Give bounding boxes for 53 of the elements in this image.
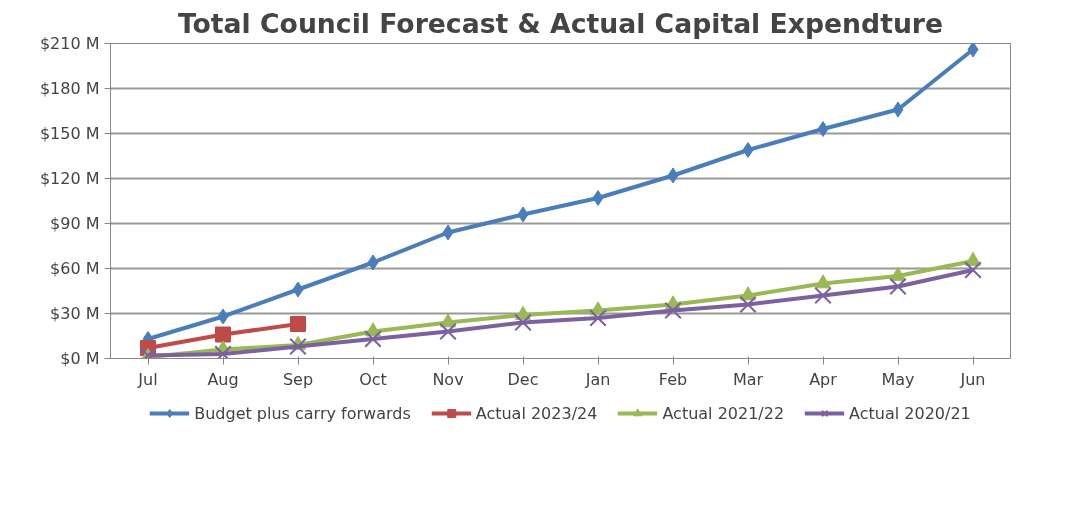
y-tick-label: $60 M: [50, 259, 100, 278]
point: [667, 167, 679, 184]
point: [217, 308, 229, 325]
y-tick-label: $0 M: [60, 349, 100, 368]
point: [815, 274, 831, 289]
point: [964, 261, 982, 279]
x-tick-label: Apr: [809, 369, 838, 389]
point: [442, 224, 454, 241]
y-tick-label: $210 M: [39, 34, 100, 53]
point: [742, 142, 754, 158]
x-tick-label: Jul: [137, 369, 158, 389]
point: [292, 281, 304, 298]
y-tick-label: $90 M: [50, 214, 100, 233]
legend-label: Actual 2023/24: [475, 403, 598, 423]
point: [890, 266, 906, 281]
point: [514, 313, 532, 332]
x-tick-label: May: [881, 369, 915, 389]
x-tick-label: Nov: [432, 369, 464, 389]
legend-label: Budget plus carry forwards: [194, 403, 411, 423]
y-tick-label: $120 M: [39, 169, 100, 188]
x-tick-label: Aug: [207, 369, 239, 389]
x-tick-label: Feb: [658, 369, 688, 389]
point: [592, 190, 604, 206]
legend-label: Actual 2021/22: [662, 403, 785, 423]
point: [367, 254, 379, 271]
point: [967, 43, 979, 58]
point: [214, 345, 232, 359]
point: [817, 121, 829, 137]
x-tick-label: Jun: [959, 369, 986, 389]
x-tick-label: Dec: [507, 369, 539, 389]
point: [290, 316, 306, 332]
point: [889, 277, 907, 296]
x-tick-label: Sep: [282, 369, 314, 389]
point: [739, 295, 757, 314]
y-tick-label: $30 M: [50, 304, 100, 323]
point: [439, 322, 457, 341]
point: [740, 286, 756, 301]
point: [589, 309, 607, 327]
point: [289, 337, 307, 356]
legend-label: Actual 2020/21: [849, 403, 971, 423]
x-tick-label: Oct: [359, 369, 387, 389]
point: [517, 206, 529, 223]
y-tick-label: $180 M: [39, 79, 100, 98]
chart-title: Total Council Forecast & Actual Capital Expendture: [177, 7, 944, 39]
point: [440, 313, 456, 328]
point: [664, 301, 682, 320]
point: [364, 330, 382, 348]
point: [215, 326, 231, 343]
x-tick-label: Mar: [732, 369, 764, 389]
point: [892, 101, 904, 118]
x-tick-label: Jan: [584, 369, 611, 389]
y-tick-label: $150 M: [39, 124, 100, 143]
point: [814, 286, 832, 305]
